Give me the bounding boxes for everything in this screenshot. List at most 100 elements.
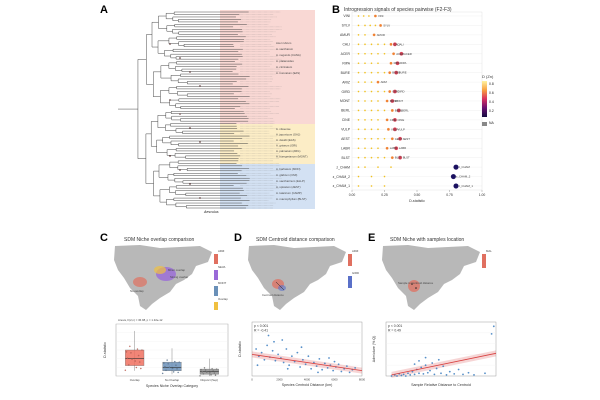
node-marker	[189, 127, 191, 129]
clade-label: A. saccharum	[276, 47, 294, 51]
data-point	[357, 15, 360, 17]
x-tick-label: 0.25	[381, 193, 388, 197]
panel-d: D SDM Centroid distance comparison Centr…	[234, 232, 367, 392]
map-c-legend-2: NEVA	[218, 265, 226, 269]
heat-tick-1: 0.8	[489, 82, 494, 86]
clade-band-blue	[220, 164, 315, 209]
node-marker	[199, 85, 201, 87]
jitter-point	[134, 360, 136, 362]
legend-swatch-2	[214, 270, 218, 280]
point-label: MONT	[395, 99, 404, 103]
data-point	[277, 353, 280, 356]
point-label: VINI	[378, 14, 384, 18]
data-point	[396, 108, 401, 113]
point-label: ARIZ	[381, 80, 388, 84]
data-point	[385, 99, 389, 103]
data-point	[256, 364, 259, 367]
category-label: Overlap	[130, 378, 140, 382]
row-label: VINI	[343, 14, 350, 18]
jitter-point	[203, 367, 206, 369]
data-point	[437, 358, 440, 361]
point-label: AEST	[403, 137, 411, 141]
data-point	[364, 81, 366, 84]
data-point	[413, 363, 416, 366]
row-label: SYLV	[342, 24, 351, 28]
point-label: BURE	[399, 71, 407, 75]
data-point	[448, 370, 451, 373]
x-tick-label: 0.50	[414, 193, 421, 197]
clade-label: A. barbatum (MON)	[276, 167, 300, 171]
data-point	[404, 375, 407, 377]
y-axis-title: Admixture (% Q)	[372, 336, 376, 363]
clade-label: A. spicatum (AEST)	[276, 185, 301, 189]
panel-a: A Acer rubrum A. saccharum A. negundo (CAN…	[100, 4, 335, 230]
data-point	[402, 373, 405, 376]
data-point	[318, 358, 321, 360]
introgression-dot-chart: VINI SYLV AMUR CALI ACER RIPA BURE ARIZ GIRD MONT…	[333, 11, 485, 203]
panel-b-label: B	[332, 4, 340, 16]
data-point	[281, 339, 284, 341]
data-point	[388, 90, 392, 94]
data-point	[364, 90, 366, 93]
point-label: BURE	[392, 71, 400, 75]
jitter-point	[137, 354, 140, 357]
data-point	[362, 15, 365, 17]
data-point	[377, 62, 379, 65]
data-point	[377, 100, 379, 102]
row-label: AMUR	[340, 33, 351, 37]
data-point	[299, 366, 302, 368]
data-point	[383, 175, 386, 178]
jitter-point	[209, 372, 211, 374]
panel-c: C SDM Niche overlap comparison Minor ove…	[100, 232, 233, 392]
map-e-label-1: Sample to Centroid distance	[398, 281, 434, 285]
row-label: RIPA	[342, 61, 350, 65]
data-point	[392, 89, 397, 94]
row-label: VULP	[341, 128, 351, 132]
data-point	[337, 363, 340, 366]
point-label: CINE	[390, 118, 397, 122]
data-point	[323, 362, 326, 365]
jitter-point	[136, 348, 139, 350]
data-point	[418, 372, 420, 375]
data-point	[364, 147, 366, 150]
node-marker	[169, 43, 171, 45]
data-point	[390, 137, 394, 141]
clade-label: A. palmatum (ARG)	[276, 149, 300, 153]
plot-frame	[385, 321, 497, 377]
jitter-point	[130, 352, 132, 354]
data-point	[357, 156, 360, 159]
data-point	[390, 166, 392, 169]
data-point	[312, 361, 315, 364]
row-label: z_CHAM_2	[333, 175, 350, 179]
data-point	[422, 372, 425, 375]
jitter-point	[206, 371, 208, 373]
data-point	[286, 367, 289, 370]
jitter-point	[199, 375, 201, 377]
data-point	[357, 43, 360, 46]
outgroup-label: Aesculus	[204, 210, 219, 214]
jitter-point	[176, 368, 178, 370]
data-point	[377, 118, 379, 121]
centroid-distance-map: Centroid distance ARIZ GIRD	[248, 245, 359, 310]
clade-label: A. truncatum (EAS)	[276, 71, 300, 75]
jitter-point	[140, 367, 142, 370]
jitter-point	[171, 367, 174, 369]
data-point	[364, 118, 366, 121]
data-point	[398, 155, 403, 160]
data-point	[370, 100, 373, 102]
map-d-legend-2: GIRD	[352, 271, 359, 275]
jitter-point	[165, 369, 167, 372]
data-point	[409, 374, 412, 376]
heat-legend-title: D (Zn)	[482, 74, 494, 79]
row-label: MONT	[340, 99, 350, 103]
point-label: VULP	[398, 127, 405, 131]
data-point	[374, 24, 377, 27]
data-point	[321, 368, 324, 371]
sample-point	[411, 283, 413, 285]
data-point	[370, 43, 373, 46]
jitter-point	[126, 357, 129, 359]
data-point	[369, 24, 372, 27]
jitter-point	[168, 366, 171, 368]
heat-tick-4: 0.2	[489, 109, 494, 113]
